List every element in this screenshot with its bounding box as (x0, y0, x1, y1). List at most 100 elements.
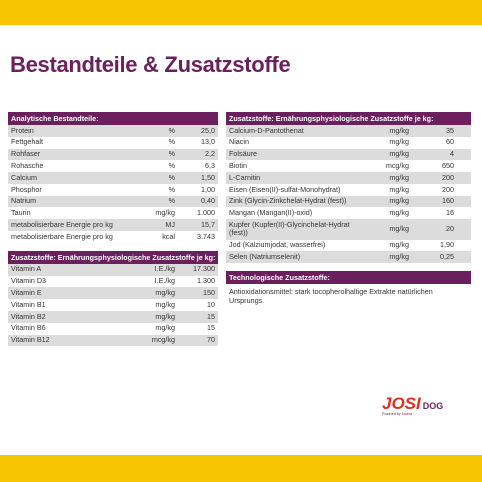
table-row: metabolisierbare Energie pro kg MJ 15,7 (8, 219, 218, 232)
table-row: Vitamin B12 mcg/kg 70 (8, 334, 218, 347)
row-value: 1.300 (197, 276, 215, 286)
table-row: Eisen (Eisen(II)-sulfat-Monohydrat) mg/kg… (226, 184, 471, 196)
row-unit: mg/kg (155, 287, 175, 297)
table-row: Rohfaser% 2,2 (8, 148, 218, 161)
row-label: Selen (Natriumselenit) (229, 252, 301, 261)
row-value: 6,3 (205, 160, 215, 170)
row-unit: mg/kg (389, 240, 409, 250)
table-row: Kupfer (Kupfer(II)-Glycinchelat-Hydrat (… (226, 219, 471, 240)
row-unit: kcal (162, 231, 175, 241)
row-unit: I.E./kg (154, 276, 175, 286)
table-row: Taurin mg/kg 1.000 (8, 207, 218, 219)
table-heading: Technologische Zusatzstoffe: (226, 271, 471, 285)
row-label: Vitamin B2 (11, 311, 46, 321)
logo-sub: DOG (422, 401, 444, 411)
row-label: Vitamin B6 (11, 323, 46, 333)
table-heading: Zusatzstoffe: Ernährungsphysiologische Z… (8, 250, 218, 264)
row-value: 3.743 (197, 231, 215, 241)
row-unit: mg/kg (389, 208, 409, 218)
table-row: Vitamin D3 I.E./kg 1.300 (8, 276, 218, 288)
row-unit: % (168, 172, 175, 182)
row-value: 60 (446, 137, 454, 147)
row-value: 0,25 (440, 252, 454, 261)
table-row: Selen (Natriumselenit) mg/kg 0,25 (226, 251, 471, 264)
row-unit: mg/kg (389, 252, 409, 261)
row-value: 1,00 (201, 184, 215, 194)
row-value: 200 (442, 184, 454, 194)
row-value: 20 (446, 224, 454, 234)
table-row: Natrium% 0,40 (8, 195, 218, 208)
row-unit: mg/kg (155, 311, 175, 321)
row-label: metabolisierbare Energie pro kg (11, 231, 113, 241)
row-value: 10 (207, 299, 215, 309)
tech-table: Technologische Zusatzstoffe: Antioxidatio… (226, 271, 471, 308)
row-unit: MJ (165, 219, 175, 229)
row-label: Jod (Kalziumjodat, wasserfrei) (229, 240, 326, 250)
table-row: Jod (Kalziumjodat, wasserfrei) mg/kg 1,90 (226, 240, 471, 252)
row-unit: mg/kg (155, 299, 175, 309)
row-label: Vitamin E (11, 287, 42, 297)
row-value: 15 (207, 311, 215, 321)
row-unit: mg/kg (389, 149, 409, 159)
data-table: Analytische Bestandteile: Protein% 25,0 Fet… (8, 112, 218, 243)
row-value: 0,40 (201, 196, 215, 206)
table-heading: Zusatzstoffe: Ernährungsphysiologische Z… (226, 112, 471, 125)
table-row: Vitamin E mg/kg 150 (8, 287, 218, 300)
row-unit: I.E./kg (154, 264, 175, 274)
row-unit: mg/kg (389, 137, 409, 147)
row-value: 4 (450, 149, 454, 159)
left-column: Analytische Bestandteile: Protein% 25,0 Fet… (8, 112, 218, 347)
table-row: Calcium-D-Pantothenat mg/kg 35 (226, 125, 471, 137)
table-row: Protein% 25,0 (8, 125, 218, 137)
row-label: Folsäure (229, 149, 257, 159)
row-value: 1,50 (201, 172, 215, 182)
row-value: 13,0 (201, 137, 215, 147)
row-unit: mg/kg (389, 196, 409, 206)
row-label: L-Carnitin (229, 172, 261, 182)
brand-logo: JOSI DOG Powered by Josera (382, 394, 443, 416)
table-row: Phosphor% 1,00 (8, 184, 218, 196)
row-value: 16 (446, 208, 454, 218)
table-row: Vitamin B1 mg/kg 10 (8, 299, 218, 311)
row-value: 15 (207, 323, 215, 333)
table-row: Calcium% 1,50 (8, 172, 218, 184)
table-row: Biotin mcg/kg 650 (226, 160, 471, 172)
row-value: 650 (442, 160, 454, 170)
row-unit: mg/kg (389, 184, 409, 194)
row-value: 150 (203, 287, 215, 297)
page-title: Bestandteile & Zusatzstoffe (10, 52, 291, 77)
row-label: Vitamin B1 (11, 299, 46, 309)
row-value: 70 (207, 335, 215, 345)
row-label: Rohasche (11, 160, 44, 170)
table-row: metabolisierbare Energie pro kg kcal 3.743 (8, 231, 218, 243)
row-label: Fettgehalt (11, 137, 43, 147)
row-label: Taurin (11, 208, 31, 218)
row-value: 15,7 (201, 219, 215, 229)
row-label: Vitamin D3 (11, 276, 47, 286)
content-panel (0, 25, 482, 455)
row-label: Calcium-D-Pantothenat (229, 125, 304, 135)
row-unit: mg/kg (389, 125, 409, 135)
row-label: Niacin (229, 137, 249, 147)
table-row: Vitamin B6 mg/kg 15 (8, 323, 218, 335)
row-unit: % (168, 149, 175, 159)
row-unit: % (168, 125, 175, 135)
row-value: 2,2 (205, 149, 215, 159)
row-label: Mangan (Mangan(II)-oxid) (229, 208, 313, 218)
right-column: Zusatzstoffe: Ernährungsphysiologische Z… (226, 112, 471, 308)
row-label: Vitamin B12 (11, 335, 50, 345)
row-label: Protein (11, 125, 34, 135)
row-value: 35 (446, 125, 454, 135)
row-label: Eisen (Eisen(II)-sulfat-Monohydrat) (229, 184, 341, 194)
row-unit: % (168, 160, 175, 170)
row-label: Zink (Glycin-Zinkchelat-Hydrat (fest)) (229, 196, 347, 206)
row-unit: mg/kg (155, 323, 175, 333)
table-row: Fettgehalt% 13,0 (8, 137, 218, 149)
row-label: Vitamin A (11, 264, 42, 274)
table-heading: Analytische Bestandteile: (8, 112, 218, 125)
row-value: 1.000 (197, 208, 215, 218)
row-unit: mg/kg (389, 224, 409, 234)
row-unit: % (168, 184, 175, 194)
row-value: 200 (442, 172, 454, 182)
data-table: Zusatzstoffe: Ernährungsphysiologische Z… (8, 250, 218, 347)
